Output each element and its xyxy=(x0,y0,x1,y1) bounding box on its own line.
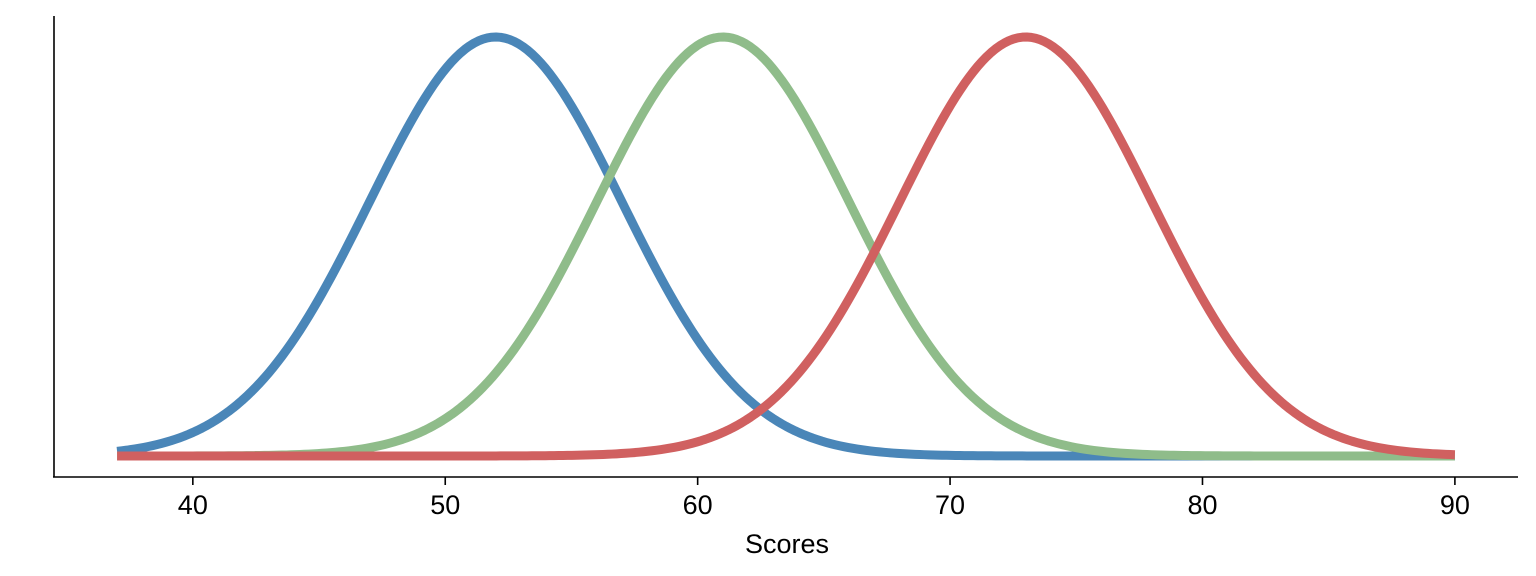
x-tick-label-90: 90 xyxy=(1440,490,1470,520)
series-lines xyxy=(116,32,1456,461)
density-curve-3 xyxy=(117,32,1456,461)
x-tick-label-80: 80 xyxy=(1187,490,1217,520)
plot-area: 40 50 60 70 80 90 xyxy=(53,16,1518,520)
x-tick-label-40: 40 xyxy=(178,490,208,520)
x-axis-title: Scores xyxy=(745,529,829,559)
x-tick-label-50: 50 xyxy=(430,490,460,520)
x-tick-label-70: 70 xyxy=(935,490,965,520)
x-axis-ticks: 40 50 60 70 80 90 xyxy=(178,477,1470,520)
x-tick-label-60: 60 xyxy=(683,490,713,520)
